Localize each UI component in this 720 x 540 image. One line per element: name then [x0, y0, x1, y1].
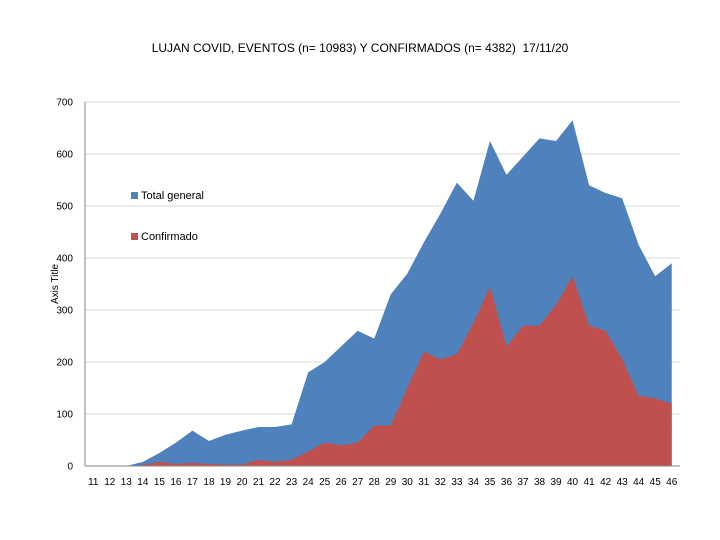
- x-tick-label: 34: [468, 477, 480, 488]
- axes: 0 100 200 300 400 500 600 700 11 12 13 14 15 16 17 18 19…: [50, 98, 680, 488]
- x-tick-label: 18: [203, 477, 215, 488]
- x-tick-label: 35: [484, 477, 496, 488]
- x-tick-label: 22: [270, 477, 282, 488]
- area-confirmado: [93, 276, 672, 466]
- y-tick-label: 500: [56, 202, 73, 213]
- x-tick-label: 28: [369, 477, 381, 488]
- x-tick-label: 19: [220, 477, 232, 488]
- legend-swatch: [131, 192, 138, 199]
- legend-swatch: [131, 233, 138, 240]
- x-tick-label: 45: [650, 477, 662, 488]
- y-tick-label: 200: [56, 358, 73, 369]
- x-tick-label: 13: [121, 477, 133, 488]
- x-tick-label: 16: [170, 477, 182, 488]
- x-tick-label: 44: [633, 477, 645, 488]
- x-tick-label: 20: [236, 477, 248, 488]
- x-tick-label: 32: [435, 477, 447, 488]
- legend-label: Total general: [141, 190, 204, 202]
- chart-title: LUJAN COVID, EVENTOS (n= 10983) Y CONFIR…: [151, 41, 569, 55]
- x-tick-label: 12: [104, 477, 116, 488]
- x-tick-label: 17: [187, 477, 199, 488]
- legend-label: Confirmado: [141, 231, 198, 243]
- y-tick-label: 300: [56, 306, 73, 317]
- x-tick-label: 36: [501, 477, 513, 488]
- x-tick-label: 26: [336, 477, 348, 488]
- y-axis-title: Axis Title: [50, 264, 61, 304]
- x-tick-label: 15: [154, 477, 166, 488]
- x-tick-label: 33: [451, 477, 463, 488]
- x-tick-label: 29: [385, 477, 397, 488]
- x-tick-label: 46: [666, 477, 678, 488]
- x-tick-label: 30: [402, 477, 414, 488]
- x-tick-label: 43: [617, 477, 629, 488]
- x-tick-label: 41: [584, 477, 596, 488]
- x-tick-label: 42: [600, 477, 612, 488]
- x-tick-label: 23: [286, 477, 298, 488]
- x-tick-label: 39: [550, 477, 562, 488]
- x-tick-label: 25: [319, 477, 331, 488]
- x-tick-label: 24: [303, 477, 315, 488]
- x-tick-label: 38: [534, 477, 546, 488]
- y-tick-label: 400: [56, 254, 73, 265]
- x-tick-label: 27: [352, 477, 364, 488]
- plot-area: [93, 120, 672, 467]
- x-tick-label: 40: [567, 477, 579, 488]
- x-tick-label: 37: [517, 477, 529, 488]
- y-tick-label: 600: [56, 150, 73, 161]
- legend: Total general Confirmado: [131, 190, 204, 243]
- x-tick-label: 14: [137, 477, 149, 488]
- x-tick-label: 31: [418, 477, 430, 488]
- y-tick-label: 100: [56, 410, 73, 421]
- x-tick-label: 21: [253, 477, 265, 488]
- y-tick-label: 0: [67, 462, 73, 473]
- y-tick-label: 700: [56, 98, 73, 109]
- x-tick-label: 11: [88, 477, 99, 488]
